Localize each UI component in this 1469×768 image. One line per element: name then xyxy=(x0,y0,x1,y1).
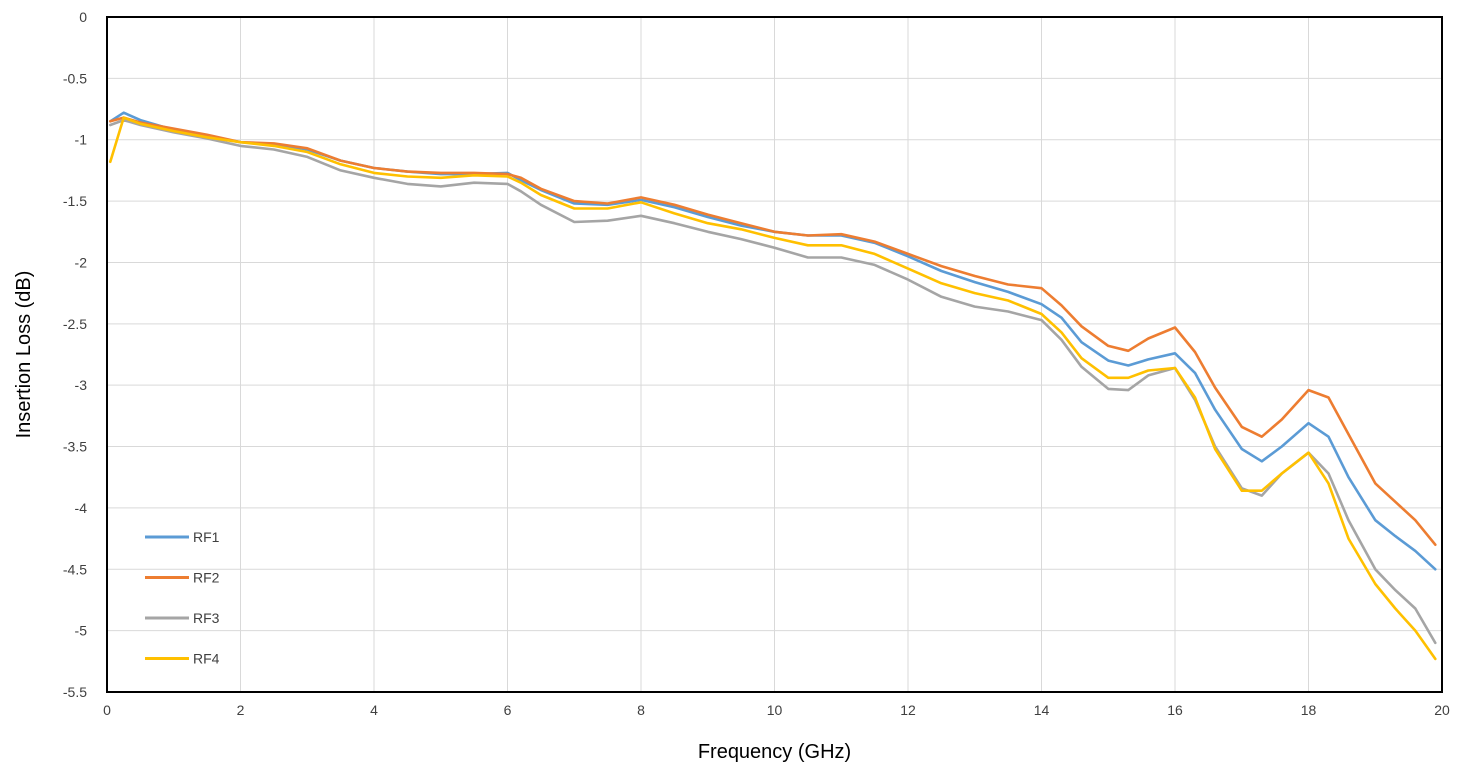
x-tick-label: 2 xyxy=(237,702,245,718)
y-tick-label: -1.5 xyxy=(63,193,87,209)
legend: RF1 RF2 RF3 RF4 xyxy=(145,529,220,667)
series-lines xyxy=(109,111,1437,661)
x-tick-label: 6 xyxy=(504,702,512,718)
x-tick-label: 18 xyxy=(1301,702,1317,718)
legend-label-rf3: RF3 xyxy=(193,610,220,626)
legend-label-rf4: RF4 xyxy=(193,651,220,667)
y-tick-label: -4 xyxy=(75,500,88,516)
x-tick-label: 0 xyxy=(103,702,111,718)
x-tick-label: 10 xyxy=(767,702,783,718)
series-line-rf2 xyxy=(109,116,1437,546)
series-line-rf3 xyxy=(109,118,1437,645)
legend-label-rf1: RF1 xyxy=(193,529,220,545)
y-tick-label: -1 xyxy=(75,132,88,148)
x-tick-label: 8 xyxy=(637,702,645,718)
x-tick-labels: 0 2 4 6 8 10 12 14 16 18 20 xyxy=(103,702,1450,718)
y-tick-labels: 0 -0.5 -1 -1.5 -2 -2.5 -3 -3.5 -4 -4.5 -5 -5.5 xyxy=(63,9,87,700)
x-tick-label: 12 xyxy=(900,702,916,718)
y-tick-label: -3 xyxy=(75,377,88,393)
x-tick-label: 16 xyxy=(1167,702,1183,718)
y-tick-label: -3.5 xyxy=(63,439,87,455)
x-tick-label: 20 xyxy=(1434,702,1450,718)
y-tick-label: -2 xyxy=(75,254,88,270)
y-axis-title: Insertion Loss (dB) xyxy=(13,271,35,439)
series-line-rf4 xyxy=(109,116,1437,661)
y-tick-label: -4.5 xyxy=(63,561,87,577)
y-tick-label: -5.5 xyxy=(63,684,87,700)
x-axis-title: Frequency (GHz) xyxy=(698,741,851,763)
y-tick-label: 0 xyxy=(79,9,87,25)
x-tick-label: 4 xyxy=(370,702,378,718)
y-tick-label: -5 xyxy=(75,623,88,639)
y-tick-label: -0.5 xyxy=(63,70,87,86)
plot-frame xyxy=(106,16,1443,693)
y-tick-label: -2.5 xyxy=(63,316,87,332)
x-tick-label: 14 xyxy=(1034,702,1050,718)
legend-label-rf2: RF2 xyxy=(193,570,220,586)
